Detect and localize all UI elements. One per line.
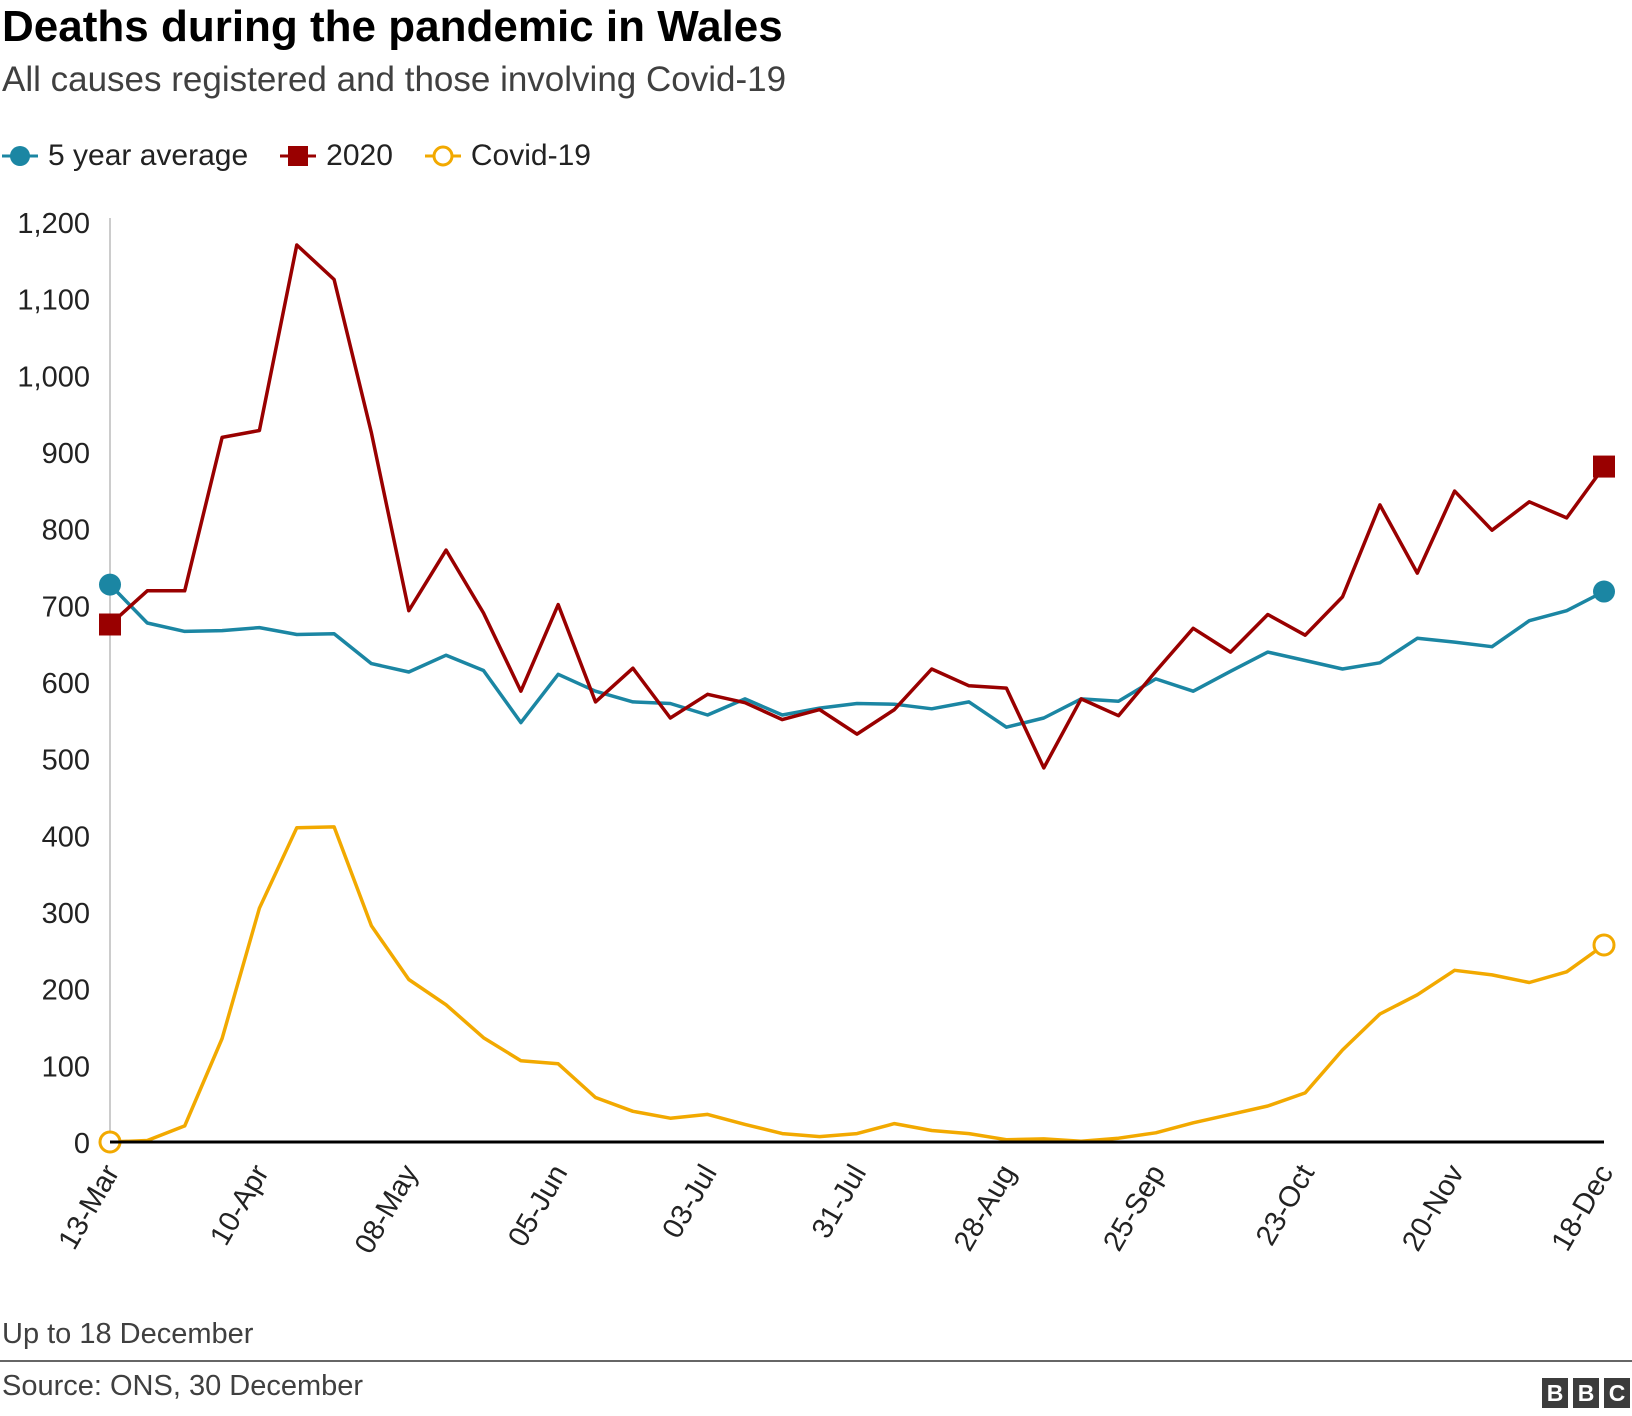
legend-item-covid: Covid-19 (423, 139, 591, 173)
series-marker-covid (1592, 933, 1616, 957)
y-tick-label: 800 (42, 515, 90, 547)
legend-label-2020: 2020 (326, 139, 393, 172)
y-tick-label: 100 (42, 1051, 90, 1083)
legend-2020-marker-icon (280, 146, 317, 166)
series-line-avg (108, 582, 1606, 729)
bbc-logo-letter: B (1542, 1378, 1568, 1408)
series-marker-avg (1593, 580, 1615, 603)
legend-item-2020: 2020 (278, 139, 393, 173)
y-tick-label: 400 (42, 821, 90, 853)
y-tick-label: 600 (42, 668, 90, 700)
series-line-covid (108, 825, 1606, 1144)
x-tick-label: 10-Apr (204, 1159, 275, 1251)
legend-covid-marker-icon (424, 145, 461, 167)
y-tick-label: 700 (42, 591, 90, 623)
x-tick-label: 05-Jun (502, 1160, 574, 1253)
y-tick-label: 1,200 (17, 208, 90, 240)
bbc-logo: B B C (1537, 1378, 1630, 1408)
y-tick-label: 500 (42, 745, 90, 777)
chart-title: Deaths during the pandemic in Wales (2, 2, 783, 51)
line-chart: 0 100 200 300 400 500 600 700 800 900 1,000 1,100 1,… (17, 208, 1620, 1259)
x-tick-label: 23-Oct (1250, 1160, 1321, 1251)
y-tick-label: 900 (42, 438, 90, 470)
x-tick-label: 13-Mar (52, 1159, 126, 1255)
x-tick-label: 03-Jul (656, 1160, 723, 1244)
x-tick-label: 20-Nov (1396, 1159, 1471, 1256)
bbc-logo-letter: B (1573, 1378, 1599, 1408)
y-tick-label: 1,000 (17, 361, 90, 393)
series-line-y2020 (108, 243, 1606, 770)
x-tick-label: 28-Aug (948, 1160, 1022, 1257)
x-tick-label: 18-Dec (1546, 1160, 1620, 1257)
footer-divider (0, 1360, 1632, 1362)
legend-label-avg: 5 year average (48, 139, 249, 172)
y-tick-label: 0 (74, 1128, 90, 1160)
bbc-logo-letter: C (1604, 1378, 1630, 1408)
x-tick-label: 31-Jul (806, 1160, 873, 1244)
chart-note: Up to 18 December (2, 1318, 254, 1350)
series-marker-y2020 (1593, 455, 1615, 478)
legend-label-covid: Covid-19 (470, 139, 591, 172)
series-marker-y2020 (99, 613, 121, 636)
legend-item-avg: 5 year average (0, 139, 248, 173)
legend: 5 year average 2020 Covid-19 (0, 134, 621, 178)
x-tick-label: 25-Sep (1097, 1160, 1171, 1257)
chart-subtitle: All causes registered and those involvin… (2, 60, 787, 99)
series-marker-avg (99, 573, 121, 596)
source-text: Source: ONS, 30 December (2, 1370, 364, 1402)
legend-avg-marker-icon (2, 146, 38, 166)
y-tick-label: 1,100 (17, 285, 90, 317)
y-tick-label: 200 (42, 975, 90, 1007)
y-tick-label: 300 (42, 898, 90, 930)
x-tick-label: 08-May (349, 1159, 425, 1259)
